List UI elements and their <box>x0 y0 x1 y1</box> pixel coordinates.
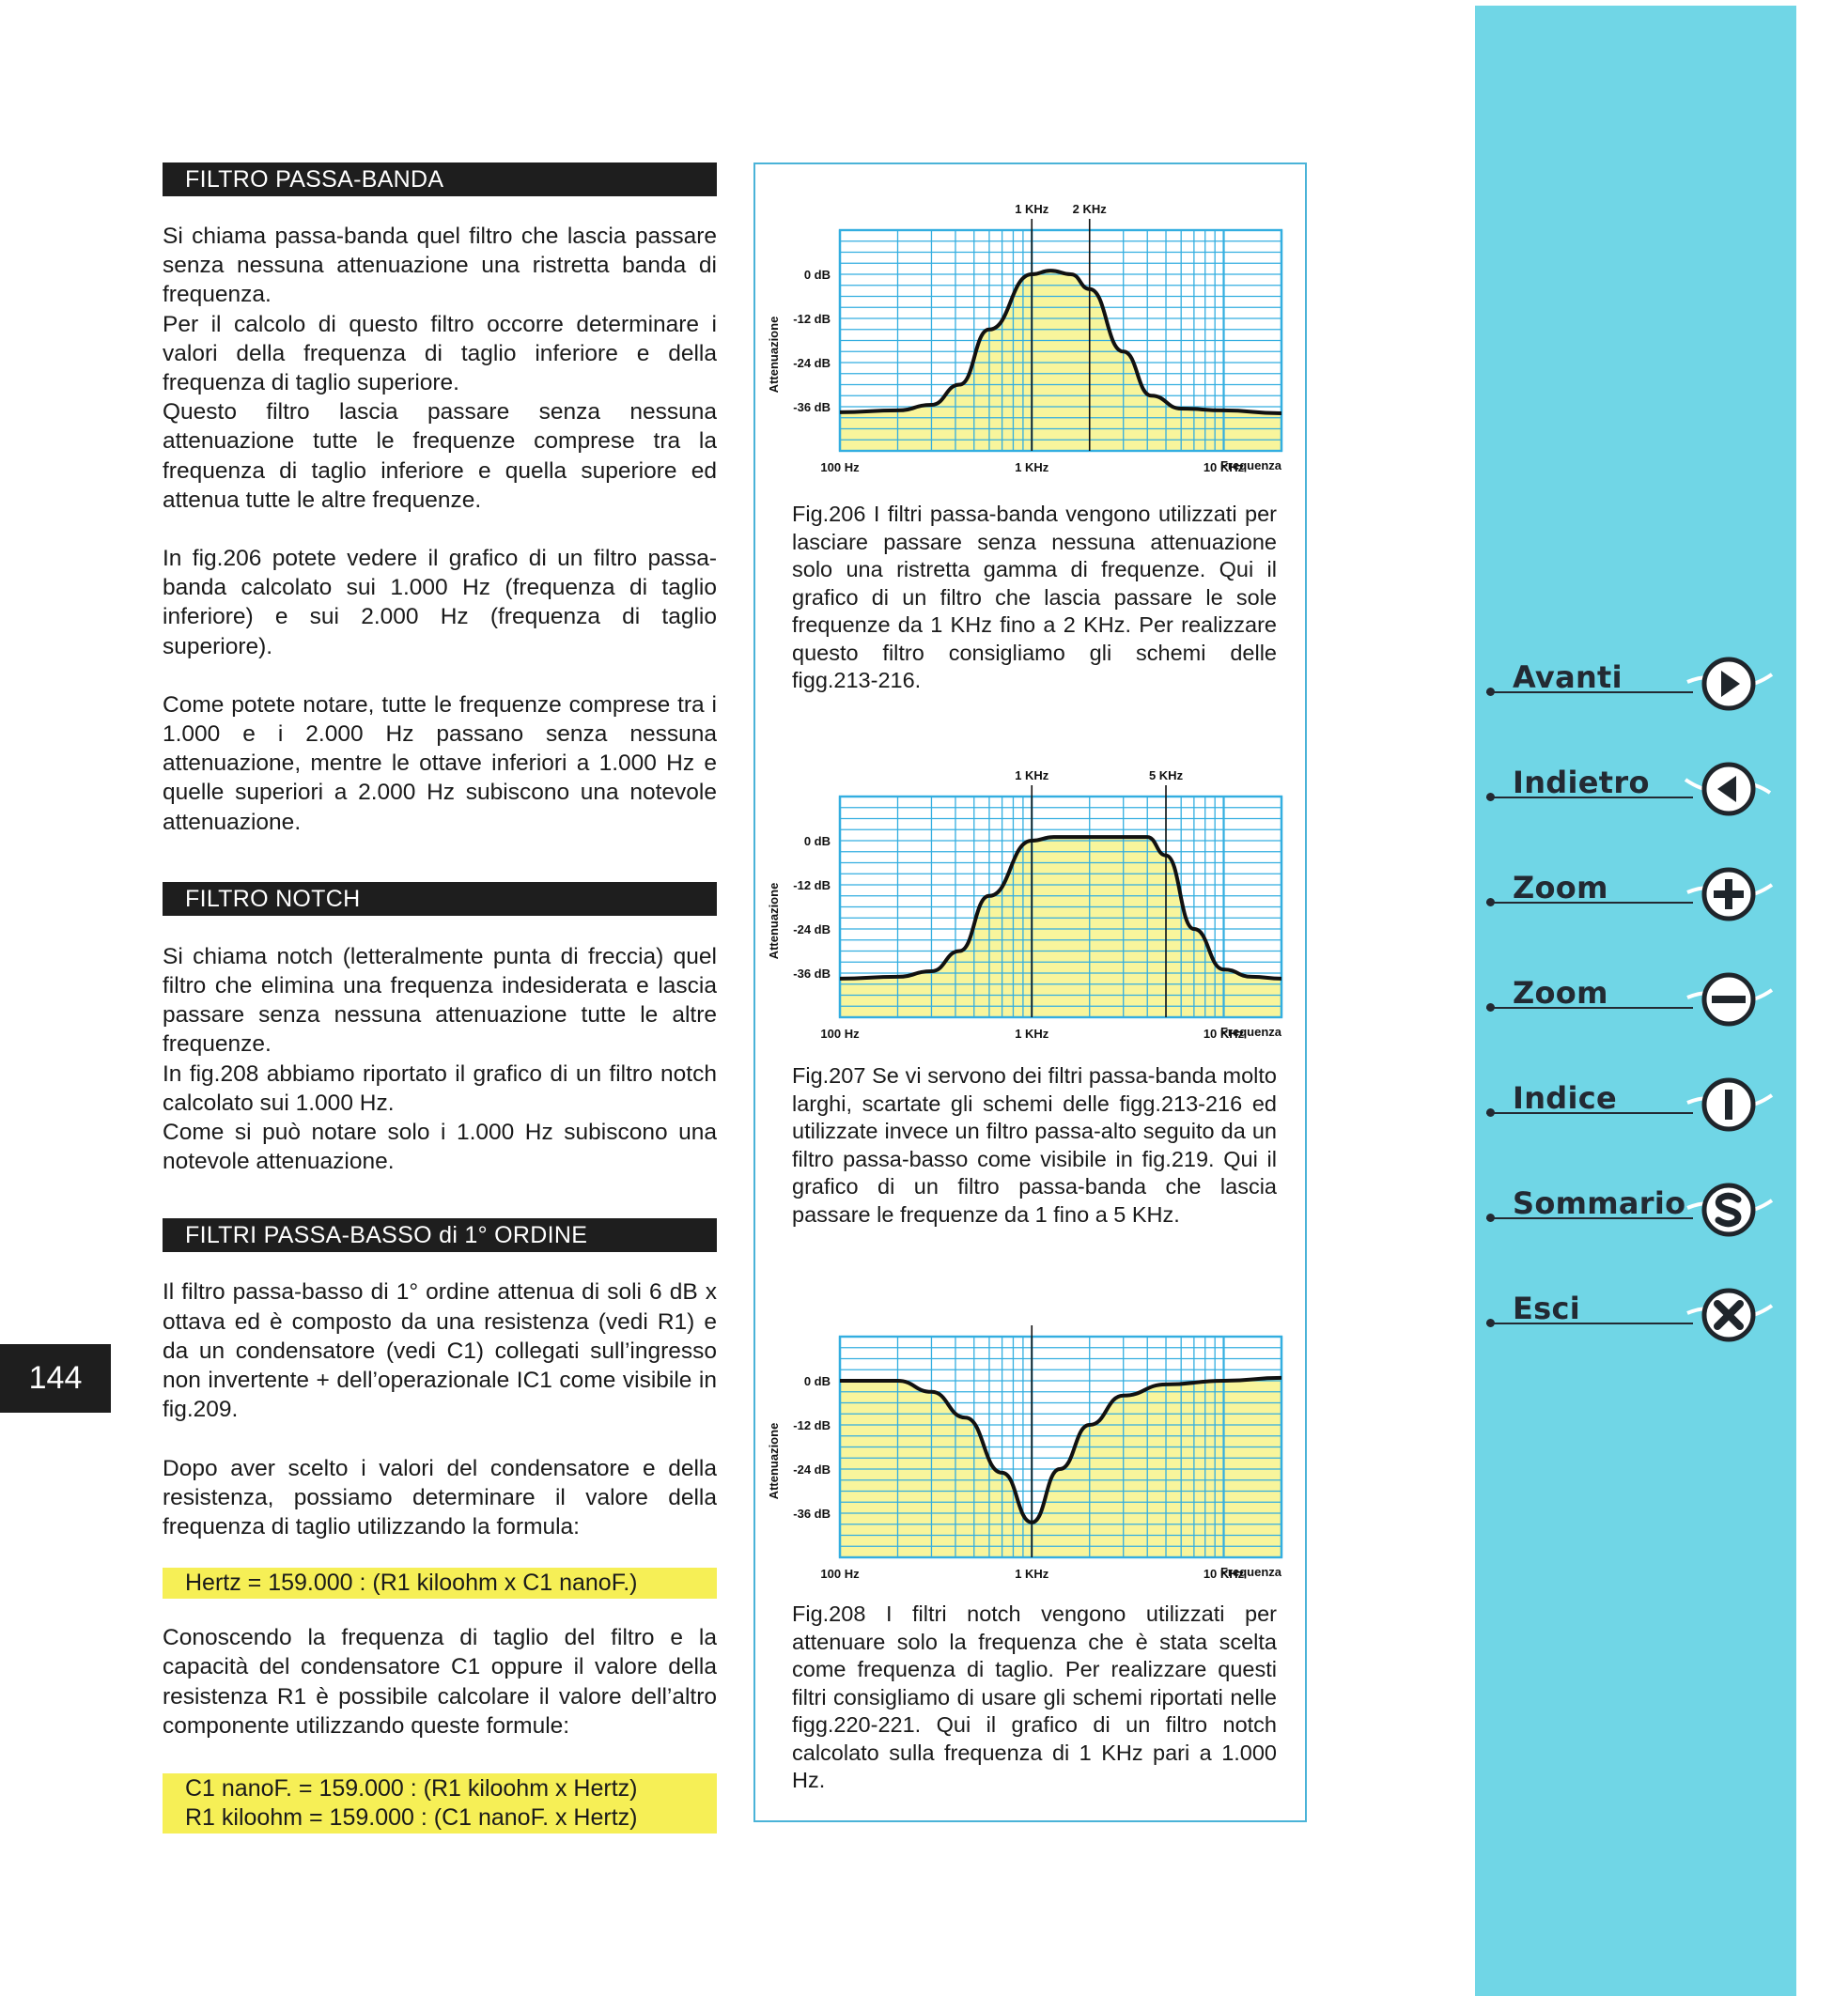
response-curve <box>839 269 1282 415</box>
figure-caption: Fig.207 Se vi servono dei filtri passa-b… <box>792 1063 1277 1227</box>
nav-label: Zoom <box>1513 870 1608 905</box>
x-tick-label: 1 KHz <box>1015 1567 1049 1581</box>
paragraph: Come potete notare, tutte le frequenze c… <box>163 691 717 835</box>
y-tick-label: -36 dB <box>793 400 831 414</box>
y-tick-label: 0 dB <box>804 268 831 282</box>
nav-label: Indietro <box>1513 765 1650 800</box>
x-tick-label: 1 KHz <box>1015 1027 1049 1041</box>
divider <box>1486 1323 1693 1324</box>
divider <box>1486 902 1693 904</box>
divider <box>1486 1007 1693 1009</box>
page-number: 144 <box>0 1344 111 1413</box>
marker-label: 1 KHz <box>1015 202 1049 216</box>
y-axis-label: Attenuazione <box>767 317 781 394</box>
arrow-left-icon <box>1684 762 1772 816</box>
marker-label: 2 KHz <box>1073 202 1108 216</box>
navigation-sidebar: Avanti Indietro Zoom Zoom <box>1475 6 1796 1996</box>
y-tick-label: -12 dB <box>793 312 831 326</box>
x-tick-label: 10 KHz <box>1204 1027 1245 1041</box>
curve-fill <box>840 837 1281 1017</box>
x-tick-label: 1 KHz <box>1015 460 1049 474</box>
nav-button-esci[interactable]: Esci <box>1475 1285 1796 1345</box>
nav-label: Indice <box>1513 1080 1618 1116</box>
y-tick-label: -36 dB <box>793 967 831 981</box>
formula-line: C1 nanoF. = 159.000 : (R1 kiloohm x Hert… <box>185 1774 638 1802</box>
paragraph: Questo filtro lascia passare senza nessu… <box>163 399 717 513</box>
divider <box>1486 1217 1693 1219</box>
x-axis-label: Frequenza <box>1220 1025 1282 1039</box>
y-tick-label: -12 dB <box>793 1418 831 1432</box>
y-tick-label: -24 dB <box>793 922 831 936</box>
nav-label: Esci <box>1513 1291 1581 1326</box>
figure-panel: 1 KHz 2 KHz 0 dB -12 dB -24 dB -36 dB 100 Hz 1 … <box>753 162 1307 1822</box>
formula-block: C1 nanoF. = 159.000 : (R1 kiloohm x Hert… <box>163 1772 717 1834</box>
exit-icon <box>1686 1288 1774 1342</box>
x-axis-label: Frequenza <box>1220 458 1282 472</box>
x-tick-label: 100 Hz <box>820 1027 860 1041</box>
curve-fill <box>840 271 1281 451</box>
paragraph: Si chiama passa-banda quel filtro che la… <box>163 224 717 308</box>
figure-caption: Fig.208 I filtri notch vengono utilizzat… <box>792 1601 1277 1792</box>
y-tick-label: -24 dB <box>793 1462 831 1477</box>
plot-frame <box>838 1335 1283 1559</box>
x-axis-label: Frequenza <box>1220 1565 1282 1579</box>
figure-caption: Fig.206 I filtri passa-banda vengono uti… <box>792 502 1277 692</box>
marker-label: 1 KHz <box>1015 768 1049 782</box>
nav-button-zoom-in[interactable]: Zoom <box>1475 864 1796 924</box>
plot-frame <box>838 228 1283 453</box>
section-heading: FILTRO PASSA-BANDA <box>163 162 717 196</box>
nav-button-zoom-out[interactable]: Zoom <box>1475 969 1796 1029</box>
paragraph: Il filtro passa-basso di 1° ordine atten… <box>163 1279 717 1423</box>
y-tick-label: 0 dB <box>804 1374 831 1388</box>
y-tick-label: -36 dB <box>793 1507 831 1521</box>
nav-button-indice[interactable]: Indice <box>1475 1075 1796 1135</box>
paragraph: Come si può notare solo i 1.000 Hz subis… <box>163 1120 717 1175</box>
formula-line: R1 kiloohm = 159.000 : (C1 nanoF. x Hert… <box>185 1803 638 1831</box>
chart-fig208: 0 dB -12 dB -24 dB -36 dB 100 Hz 1 KHz 10 KHzF… <box>767 1325 1283 1581</box>
response-curve <box>839 835 1282 981</box>
arrow-right-icon <box>1686 657 1774 711</box>
paragraph: Dopo aver scelto i valori del condensato… <box>163 1455 717 1540</box>
curve-fill <box>840 1377 1281 1557</box>
y-tick-label: 0 dB <box>804 834 831 848</box>
divider <box>1486 797 1693 798</box>
divider <box>1486 1112 1693 1114</box>
zoom-in-icon <box>1686 867 1774 921</box>
nav-label: Sommario <box>1513 1185 1686 1221</box>
index-icon <box>1686 1077 1774 1132</box>
y-tick-label: -12 dB <box>793 878 831 892</box>
summary-icon <box>1686 1183 1774 1237</box>
nav-button-sommario[interactable]: Sommario <box>1475 1180 1796 1240</box>
section-heading: FILTRI PASSA-BASSO di 1° ORDINE <box>163 1218 717 1253</box>
paragraph: Si chiama notch (letteralmente punta di … <box>163 943 717 1058</box>
paragraph: In fig.208 abbiamo riportato il grafico … <box>163 1060 717 1116</box>
response-curve <box>840 1375 1282 1524</box>
x-tick-label: 100 Hz <box>820 1567 860 1581</box>
paragraph: Conoscendo la frequenza di taglio del fi… <box>163 1625 717 1739</box>
formula: Hertz = 159.000 : (R1 kiloohm x C1 nanoF… <box>163 1568 717 1600</box>
marker-label: 5 KHz <box>1149 768 1184 782</box>
paragraph: Per il calcolo di questo filtro occorre … <box>163 311 717 396</box>
paragraph: In fig.206 potete vedere il grafico di u… <box>163 546 717 659</box>
nav-button-avanti[interactable]: Avanti <box>1475 654 1796 714</box>
divider <box>1486 691 1693 693</box>
text-column: FILTRO PASSA-BANDA Si chiama passa-banda… <box>163 162 717 1834</box>
chart-fig207: 1 KHz 5 KHz 0 dB -12 dB -24 dB -36 dB 100 Hz 1 … <box>767 768 1283 1041</box>
chart-fig206: 1 KHz 2 KHz 0 dB -12 dB -24 dB -36 dB 100 Hz 1 … <box>767 202 1283 474</box>
x-tick-label: 10 KHz <box>1204 1567 1245 1581</box>
nav-label: Zoom <box>1513 975 1608 1011</box>
x-tick-label: 100 Hz <box>820 460 860 474</box>
y-axis-label: Attenuazione <box>767 883 781 960</box>
plot-frame <box>838 795 1283 1019</box>
nav-button-indietro[interactable]: Indietro <box>1475 759 1796 819</box>
x-tick-label: 10 KHz <box>1204 460 1245 474</box>
zoom-out-icon <box>1686 972 1774 1027</box>
nav-label: Avanti <box>1513 659 1623 695</box>
section-heading: FILTRO NOTCH <box>163 881 717 916</box>
y-axis-label: Attenuazione <box>767 1423 781 1500</box>
y-tick-label: -24 dB <box>793 356 831 370</box>
